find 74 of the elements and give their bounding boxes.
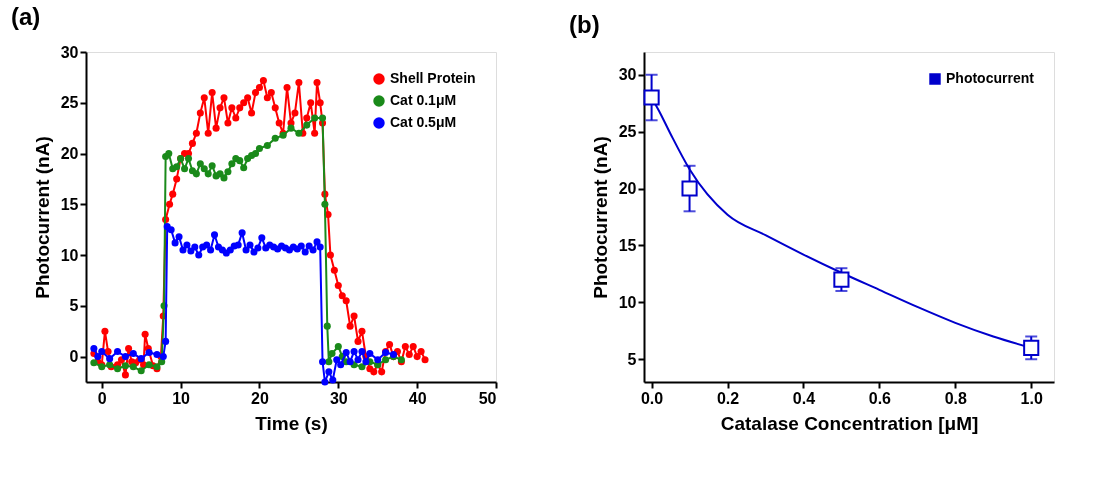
y-tick-label: 10 bbox=[618, 293, 637, 311]
point bbox=[311, 114, 319, 122]
x-tick-label: 10 bbox=[172, 389, 191, 407]
point bbox=[208, 162, 216, 170]
y-tick-label: 5 bbox=[69, 297, 79, 315]
point bbox=[220, 174, 228, 182]
y-tick-label: 25 bbox=[60, 94, 79, 112]
legend-label: Photocurrent bbox=[946, 70, 1035, 86]
point bbox=[251, 150, 260, 158]
point bbox=[224, 168, 232, 176]
y-tick-label: 30 bbox=[618, 66, 637, 84]
legend-label: Cat 0.5μM bbox=[390, 114, 457, 130]
x-tick-label: 0.8 bbox=[944, 389, 968, 407]
point bbox=[334, 342, 342, 350]
x-tick-label: 0.4 bbox=[792, 389, 816, 407]
legend-label: Cat 0.1μM bbox=[390, 92, 457, 108]
point bbox=[240, 164, 248, 172]
point bbox=[328, 350, 336, 358]
point bbox=[325, 358, 333, 366]
y-tick-label: 15 bbox=[618, 236, 637, 254]
point bbox=[90, 359, 98, 367]
point bbox=[303, 121, 311, 129]
point bbox=[121, 362, 129, 370]
legend-label: Shell Protein bbox=[390, 70, 476, 86]
y-tick-label: 0 bbox=[69, 348, 79, 366]
chart-title: (a) bbox=[11, 3, 41, 30]
x-tick-label: 30 bbox=[329, 389, 348, 407]
x-tick-label: 40 bbox=[408, 389, 427, 407]
point bbox=[295, 129, 303, 137]
point bbox=[196, 160, 204, 168]
chart-title: (b) bbox=[569, 11, 600, 38]
x-axis-title: Time (s) bbox=[255, 412, 328, 434]
point bbox=[323, 322, 331, 330]
y-axis-title: Photocurrent (nA) bbox=[31, 136, 53, 299]
x-tick-label: 20 bbox=[251, 389, 269, 407]
point bbox=[263, 141, 271, 149]
x-tick-label: 0.0 bbox=[640, 389, 664, 407]
point bbox=[833, 271, 850, 288]
point bbox=[643, 89, 660, 106]
y-tick-label: 15 bbox=[60, 195, 79, 213]
x-tick-label: 0.2 bbox=[716, 389, 740, 407]
x-tick-label: 0 bbox=[97, 389, 107, 407]
y-tick-label: 20 bbox=[60, 145, 79, 163]
point bbox=[681, 180, 698, 197]
point bbox=[228, 160, 236, 168]
point bbox=[200, 165, 208, 173]
point bbox=[255, 144, 263, 152]
point bbox=[271, 134, 279, 142]
point bbox=[181, 165, 189, 173]
x-tick-label: 1.0 bbox=[1020, 389, 1043, 407]
x-tick-label: 0.6 bbox=[868, 389, 892, 407]
x-tick-label: 50 bbox=[478, 389, 497, 407]
point bbox=[358, 363, 366, 371]
point bbox=[204, 170, 212, 178]
point bbox=[1023, 339, 1040, 356]
point bbox=[173, 163, 181, 171]
point bbox=[287, 124, 295, 132]
point bbox=[321, 200, 329, 208]
point bbox=[236, 157, 244, 165]
y-tick-label: 20 bbox=[618, 180, 637, 198]
y-tick-label: 30 bbox=[60, 43, 79, 61]
point bbox=[382, 356, 390, 364]
y-tick-label: 10 bbox=[60, 246, 79, 264]
y-axis-title: Photocurrent (nA) bbox=[589, 136, 611, 299]
point bbox=[184, 155, 193, 163]
y-tick-label: 25 bbox=[618, 123, 637, 141]
point bbox=[129, 363, 137, 371]
point bbox=[192, 170, 200, 178]
point bbox=[137, 367, 145, 375]
x-axis-title: Catalase Concentration [μM] bbox=[720, 412, 979, 434]
point bbox=[319, 114, 327, 122]
point bbox=[114, 365, 122, 373]
y-tick-label: 5 bbox=[627, 350, 637, 368]
point bbox=[145, 361, 153, 369]
